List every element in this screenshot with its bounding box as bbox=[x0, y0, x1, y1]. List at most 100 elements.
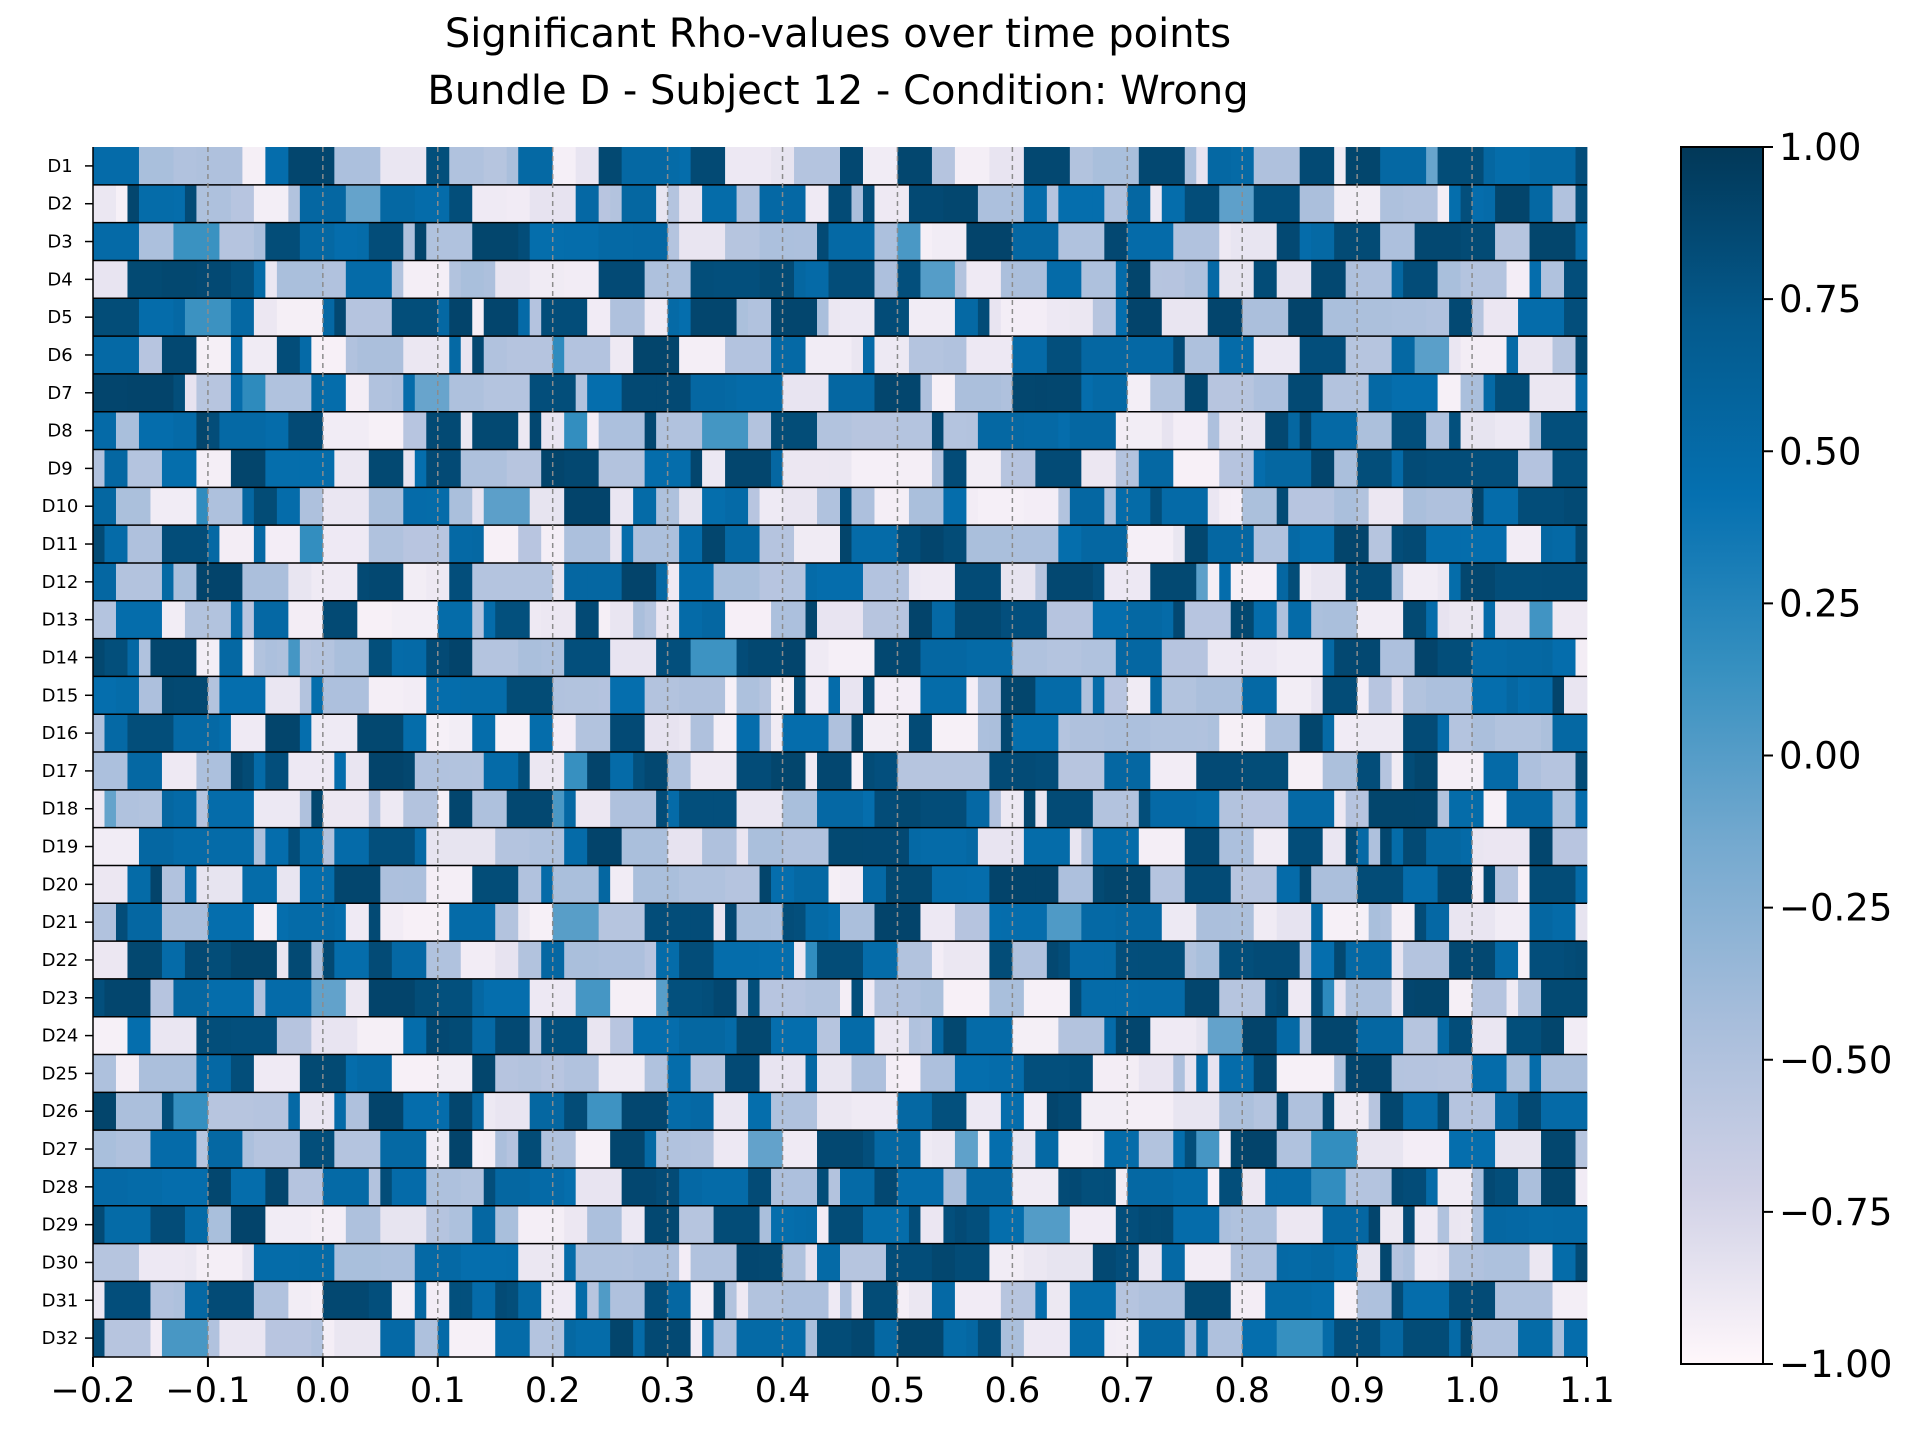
heatmap-cell bbox=[1265, 714, 1301, 753]
heatmap-cell bbox=[575, 184, 600, 224]
heatmap-cell bbox=[828, 1281, 841, 1320]
heatmap-cell bbox=[1276, 1243, 1289, 1282]
heatmap-cell bbox=[782, 562, 806, 602]
heatmap-cell bbox=[299, 449, 335, 488]
heatmap-cell bbox=[736, 298, 749, 337]
heatmap-cell bbox=[426, 941, 462, 980]
heatmap-cell bbox=[483, 336, 508, 375]
heatmap-cell bbox=[610, 714, 646, 753]
heatmap-cell bbox=[529, 600, 542, 639]
heatmap-cell bbox=[506, 676, 554, 715]
heatmap-cell bbox=[1299, 865, 1312, 904]
heatmap-cell bbox=[1046, 941, 1059, 980]
heatmap-cell bbox=[1357, 676, 1370, 715]
heatmap-cell bbox=[1288, 752, 1324, 791]
heatmap-cell bbox=[1426, 411, 1450, 450]
heatmap-cell bbox=[495, 1167, 531, 1207]
heatmap-cell bbox=[736, 1319, 783, 1358]
heatmap-cell bbox=[874, 222, 898, 261]
heatmap-cell bbox=[989, 147, 1025, 186]
heatmap-cell bbox=[943, 1205, 956, 1244]
heatmap-cell bbox=[1426, 676, 1473, 715]
heatmap-cell bbox=[437, 1319, 450, 1358]
heatmap-cell bbox=[874, 978, 898, 1018]
heatmap-cell bbox=[276, 865, 301, 904]
y-tick-label: D8 bbox=[47, 421, 72, 442]
heatmap-cell bbox=[93, 449, 105, 488]
heatmap-cell bbox=[656, 411, 703, 450]
heatmap-cell bbox=[1023, 184, 1048, 224]
heatmap-cell bbox=[127, 752, 163, 791]
heatmap-cell bbox=[805, 600, 818, 639]
y-tick-label: D26 bbox=[42, 1101, 79, 1122]
heatmap-cell bbox=[989, 1243, 1025, 1282]
heatmap-cell bbox=[1518, 487, 1565, 526]
heatmap-cell bbox=[472, 714, 496, 753]
heatmap-cell bbox=[495, 827, 531, 866]
heatmap-cell bbox=[1161, 411, 1174, 450]
heatmap-cell bbox=[449, 336, 462, 375]
heatmap-cell bbox=[725, 222, 760, 261]
heatmap-cell bbox=[1311, 1167, 1347, 1207]
heatmap-cell bbox=[817, 1205, 829, 1244]
y-tick-label: D3 bbox=[47, 232, 72, 253]
heatmap-cell bbox=[1552, 789, 1576, 829]
heatmap-cell bbox=[759, 941, 795, 980]
heatmap-cell bbox=[1518, 1167, 1542, 1207]
heatmap-cell bbox=[552, 147, 577, 186]
heatmap-cell bbox=[518, 1205, 565, 1244]
heatmap-cell bbox=[495, 1016, 531, 1055]
heatmap-cell bbox=[840, 1281, 852, 1320]
heatmap-cell bbox=[644, 298, 669, 337]
heatmap-cell bbox=[368, 752, 404, 791]
heatmap-cell bbox=[564, 1167, 577, 1207]
heatmap-cell bbox=[173, 222, 220, 261]
heatmap-cell bbox=[1518, 298, 1565, 337]
heatmap-cell bbox=[1069, 978, 1082, 1018]
heatmap-cell bbox=[1058, 941, 1071, 980]
heatmap-cell bbox=[1506, 978, 1519, 1018]
heatmap-cell bbox=[115, 600, 163, 639]
heatmap-cell bbox=[207, 827, 255, 866]
heatmap-cell bbox=[1391, 676, 1404, 715]
heatmap-cell bbox=[1506, 714, 1542, 753]
heatmap-cell bbox=[667, 298, 680, 337]
heatmap-cell bbox=[575, 1281, 588, 1320]
heatmap-cell bbox=[908, 714, 933, 753]
heatmap-cell bbox=[184, 1281, 209, 1320]
heatmap-cell bbox=[1207, 260, 1220, 299]
heatmap-cell bbox=[265, 1205, 312, 1244]
heatmap-cell bbox=[1288, 1092, 1324, 1131]
heatmap-cell bbox=[679, 600, 703, 639]
heatmap-cell bbox=[242, 487, 255, 526]
heatmap-cell bbox=[564, 449, 600, 488]
heatmap-cell bbox=[1403, 865, 1438, 904]
heatmap-cell bbox=[1449, 184, 1461, 224]
heatmap-cell bbox=[713, 1092, 749, 1131]
heatmap-cell bbox=[483, 1130, 496, 1169]
heatmap-cell bbox=[1575, 184, 1588, 224]
heatmap-cell bbox=[391, 373, 404, 413]
heatmap-cell bbox=[1541, 978, 1588, 1018]
heatmap-cell bbox=[265, 411, 289, 450]
heatmap-cell bbox=[1391, 562, 1404, 602]
heatmap-cell bbox=[725, 487, 749, 526]
heatmap-cell bbox=[679, 789, 714, 829]
heatmap-cell bbox=[345, 184, 381, 224]
heatmap-cell bbox=[897, 1167, 944, 1207]
heatmap-cell bbox=[265, 260, 278, 299]
heatmap-cell bbox=[322, 260, 347, 299]
heatmap-cell bbox=[322, 600, 358, 639]
heatmap-cell bbox=[173, 676, 209, 715]
heatmap-cell bbox=[403, 373, 416, 413]
heatmap-cell bbox=[759, 865, 772, 904]
heatmap-cell bbox=[1529, 411, 1542, 450]
heatmap-cell bbox=[920, 1054, 956, 1093]
heatmap-cell bbox=[1023, 1243, 1048, 1282]
heatmap-cell bbox=[644, 1054, 669, 1093]
heatmap-cell bbox=[541, 1016, 588, 1055]
heatmap-cell bbox=[1322, 638, 1335, 677]
heatmap-cell bbox=[1449, 714, 1473, 753]
heatmap-cell bbox=[253, 978, 266, 1018]
heatmap-cell bbox=[1035, 676, 1082, 715]
